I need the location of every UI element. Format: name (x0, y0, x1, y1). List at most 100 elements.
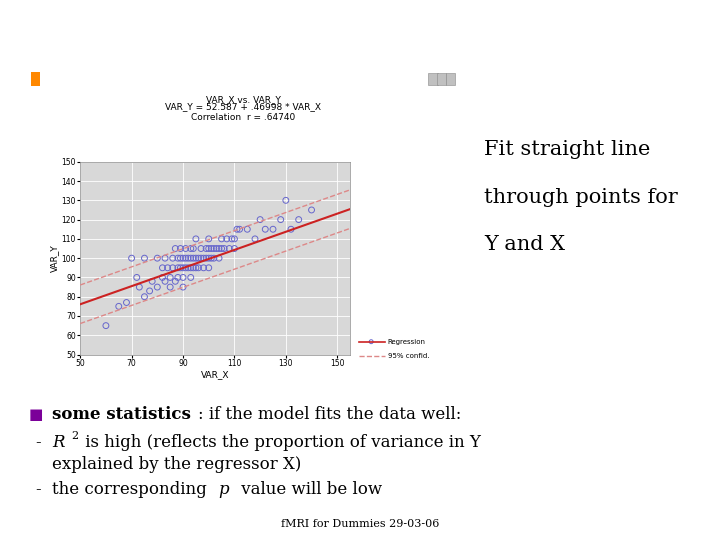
Point (146, 277, 158, 286)
Text: explained by the regressor X): explained by the regressor X) (53, 456, 302, 473)
Point (175, 254, 186, 262)
Point (190, 254, 202, 262)
Point (203, 234, 215, 243)
Point (203, 264, 215, 272)
Point (198, 254, 210, 262)
Point (200, 244, 212, 253)
Point (139, 254, 150, 262)
Point (139, 292, 150, 301)
Point (259, 225, 271, 234)
Point (193, 264, 204, 272)
Point (229, 234, 240, 243)
Point (195, 254, 207, 262)
Bar (428, 73, 438, 85)
Point (177, 254, 189, 262)
Point (177, 273, 189, 282)
Text: Regression: Regression (387, 339, 426, 345)
Point (172, 273, 184, 282)
Point (254, 215, 266, 224)
Point (175, 264, 186, 272)
Point (157, 273, 168, 282)
Bar (31, 72, 40, 86)
Point (100, 321, 112, 330)
Point (172, 264, 184, 272)
Text: -: - (35, 481, 41, 498)
Point (306, 206, 318, 214)
Point (169, 277, 181, 286)
Point (167, 254, 179, 262)
Point (193, 254, 204, 262)
Point (126, 254, 138, 262)
Point (208, 254, 220, 262)
Point (190, 264, 202, 272)
Point (131, 273, 143, 282)
Point (203, 244, 215, 253)
Point (180, 254, 192, 262)
Point (157, 264, 168, 272)
Point (208, 244, 220, 253)
Point (221, 234, 233, 243)
Point (180, 244, 192, 253)
Point (187, 244, 199, 253)
Point (144, 287, 156, 295)
Point (280, 196, 292, 205)
Point (267, 225, 279, 234)
Point (175, 244, 186, 253)
Text: value will be low: value will be low (235, 481, 382, 498)
Text: fMRI for Dummies 29-03-06: fMRI for Dummies 29-03-06 (281, 519, 439, 529)
Text: p: p (218, 481, 229, 498)
Point (185, 264, 197, 272)
Point (134, 283, 145, 292)
Text: VAR_Y = 52.587 + .46998 * VAR_X: VAR_Y = 52.587 + .46998 * VAR_X (165, 103, 321, 111)
Text: ■: ■ (28, 408, 42, 422)
Point (190, 234, 202, 243)
Point (169, 244, 181, 253)
Text: is high (reflects the proportion of variance in Y: is high (reflects the proportion of vari… (80, 435, 481, 451)
Text: R: R (53, 435, 65, 451)
Point (113, 302, 125, 310)
Point (159, 254, 171, 262)
Text: Fit straight line: Fit straight line (484, 140, 650, 159)
Point (200, 254, 212, 262)
Text: 95% confid.: 95% confid. (387, 353, 429, 359)
Point (249, 234, 261, 243)
Text: some statistics: some statistics (53, 406, 192, 423)
Text: -: - (35, 435, 41, 451)
Text: 2: 2 (71, 431, 78, 441)
Point (167, 264, 179, 272)
Point (203, 254, 215, 262)
Point (164, 273, 176, 282)
Point (241, 225, 253, 234)
Point (185, 273, 197, 282)
Text: : if the model fits the data well:: : if the model fits the data well: (197, 406, 461, 423)
Point (226, 234, 238, 243)
Point (213, 254, 225, 262)
Point (195, 244, 207, 253)
Text: Correlation  r = .64740: Correlation r = .64740 (191, 113, 295, 122)
Point (172, 254, 184, 262)
Point (231, 225, 243, 234)
Point (182, 254, 194, 262)
Text: Graph2:  VAR_X vs.  VAR_Y: Graph2: VAR_X vs. VAR_Y (44, 75, 156, 83)
Text: ↑UCL: ↑UCL (575, 17, 709, 60)
Point (211, 244, 222, 253)
Point (177, 264, 189, 272)
Point (275, 215, 287, 224)
Point (216, 244, 228, 253)
Point (285, 225, 297, 234)
Text: Multiple regression analysis: Multiple regression analysis (11, 21, 408, 44)
Point (205, 244, 217, 253)
Point (218, 244, 230, 253)
Point (121, 298, 132, 307)
Point (177, 283, 189, 292)
Point (293, 215, 305, 224)
Text: through points for: through points for (484, 187, 678, 207)
Point (187, 264, 199, 272)
Point (185, 244, 197, 253)
Text: Y and X: Y and X (484, 235, 565, 254)
Point (187, 254, 199, 262)
Point (182, 264, 194, 272)
Point (185, 254, 197, 262)
X-axis label: VAR_X: VAR_X (201, 370, 230, 380)
Bar (446, 73, 455, 85)
